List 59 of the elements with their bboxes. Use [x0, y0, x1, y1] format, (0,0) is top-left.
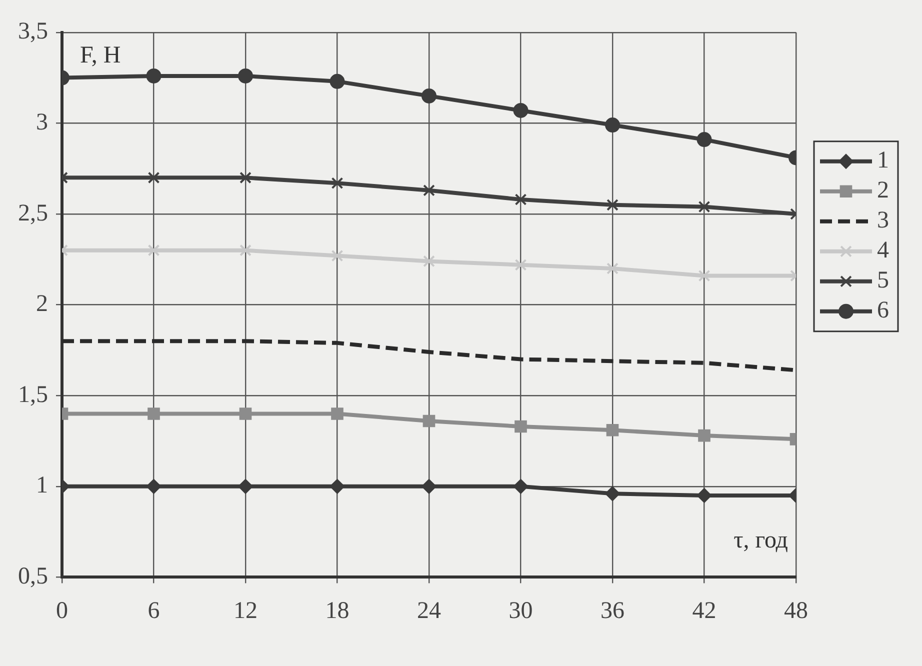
- legend-label: 6: [877, 298, 889, 324]
- point: [148, 244, 160, 256]
- y-tick-label: 1,5: [18, 382, 48, 408]
- point: [422, 88, 436, 104]
- point: [146, 68, 162, 84]
- point: [606, 198, 618, 211]
- point: [239, 408, 252, 420]
- point: [698, 200, 710, 213]
- y-tick-label: 0,5: [18, 563, 48, 590]
- point: [513, 102, 528, 118]
- point: [148, 408, 160, 420]
- point: [696, 488, 712, 503]
- point: [240, 172, 252, 184]
- point: [606, 424, 619, 436]
- y-tick-label: 3: [36, 109, 48, 136]
- y-tick-label: 2,5: [18, 200, 48, 226]
- point: [331, 250, 344, 262]
- point: [605, 486, 620, 502]
- legend-label: 3: [877, 208, 889, 234]
- x-tick-label: 30: [508, 598, 533, 624]
- x-tick-label: 48: [784, 598, 808, 624]
- point: [240, 244, 252, 256]
- point: [331, 408, 344, 420]
- point: [331, 177, 344, 190]
- point: [148, 172, 160, 184]
- point: [696, 132, 712, 148]
- point: [423, 184, 435, 196]
- y-tick-label: 3,5: [18, 18, 48, 45]
- point: [423, 255, 435, 268]
- legend-label: 5: [877, 268, 889, 294]
- legend-label: 2: [877, 178, 889, 204]
- point: [330, 74, 345, 89]
- y-tick-label: 1: [36, 472, 48, 499]
- point: [605, 118, 620, 133]
- legend-label: 4: [877, 238, 889, 264]
- point: [146, 478, 162, 494]
- point: [606, 262, 618, 274]
- point: [330, 478, 345, 494]
- x-tick-label: 24: [417, 598, 441, 624]
- point: [513, 478, 528, 494]
- x-tick-label: 36: [600, 598, 624, 624]
- x-axis-title: τ, год: [734, 527, 788, 554]
- x-tick-label: 18: [325, 598, 350, 624]
- x-tick-label: 0: [56, 598, 68, 624]
- point: [422, 478, 436, 494]
- point: [514, 420, 527, 433]
- point: [514, 258, 527, 271]
- point: [422, 414, 436, 428]
- point: [238, 478, 253, 494]
- legend-label: 1: [877, 148, 889, 174]
- y-axis-title: F, Н: [80, 42, 121, 69]
- point: [698, 429, 710, 442]
- point: [514, 194, 527, 206]
- point: [238, 68, 253, 84]
- y-tick-label: 2: [36, 291, 48, 318]
- x-tick-label: 42: [692, 598, 716, 624]
- x-tick-label: 6: [148, 598, 160, 624]
- point: [698, 270, 710, 282]
- x-tick-label: 12: [234, 598, 258, 624]
